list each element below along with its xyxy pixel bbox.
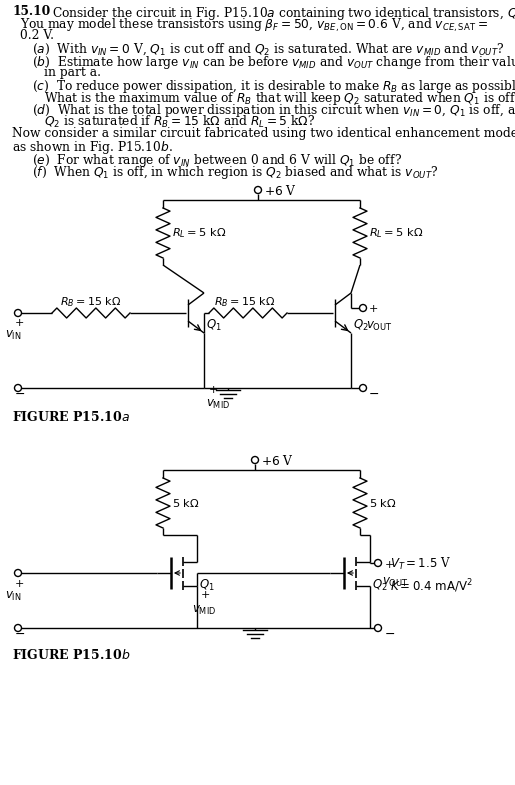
Text: What is the maximum value of $R_B$ that will keep $Q_2$ saturated when $Q_1$ is : What is the maximum value of $R_B$ that … (44, 90, 515, 107)
Circle shape (14, 309, 22, 316)
Text: $+6$ V: $+6$ V (261, 454, 294, 468)
Circle shape (14, 569, 22, 576)
Circle shape (359, 305, 367, 312)
Text: FIGURE P15.10$b$: FIGURE P15.10$b$ (12, 648, 130, 662)
Circle shape (14, 625, 22, 631)
Circle shape (251, 457, 259, 463)
Text: $V_T = 1.5$ V: $V_T = 1.5$ V (390, 556, 451, 572)
Text: ($e$)  For what range of $v_{IN}$ between 0 and 6 V will $Q_1$ be off?: ($e$) For what range of $v_{IN}$ between… (32, 152, 402, 169)
Text: $-$: $-$ (384, 627, 395, 640)
Text: $Q_2$: $Q_2$ (372, 578, 388, 593)
Text: ($c$)  To reduce power dissipation, it is desirable to make $R_B$ as large as po: ($c$) To reduce power dissipation, it is… (32, 78, 515, 95)
Text: $+$: $+$ (384, 558, 394, 569)
Circle shape (374, 625, 382, 631)
Text: You may model these transistors using $\beta_F = 50$, $v_{BE,\mathrm{ON}} = 0.6$: You may model these transistors using $\… (20, 17, 488, 35)
Text: $v_{\mathrm{MID}}$: $v_{\mathrm{MID}}$ (206, 398, 230, 411)
Text: $R_L = 5\ \mathrm{k}\Omega$: $R_L = 5\ \mathrm{k}\Omega$ (369, 226, 423, 240)
Text: in part a.: in part a. (44, 66, 101, 79)
Text: $R_L = 5\ \mathrm{k}\Omega$: $R_L = 5\ \mathrm{k}\Omega$ (172, 226, 226, 240)
Text: $5\ \mathrm{k}\Omega$: $5\ \mathrm{k}\Omega$ (369, 497, 397, 509)
Text: FIGURE P15.10$a$: FIGURE P15.10$a$ (12, 410, 130, 424)
Circle shape (254, 187, 262, 193)
Text: $R_B = 15\ \mathrm{k}\Omega$: $R_B = 15\ \mathrm{k}\Omega$ (214, 295, 275, 309)
Text: Consider the circuit in Fig. P15.10$a$ containing two identical transistors, $Q_: Consider the circuit in Fig. P15.10$a$ c… (52, 5, 515, 22)
Text: $+6$ V: $+6$ V (264, 184, 297, 198)
Text: $R_B = 15\ \mathrm{k}\Omega$: $R_B = 15\ \mathrm{k}\Omega$ (60, 295, 121, 309)
Text: $+$: $+$ (14, 578, 24, 589)
Text: ($b$)  Estimate how large $v_{IN}$ can be before $v_{MID}$ and $v_{OUT}$ change : ($b$) Estimate how large $v_{IN}$ can be… (32, 54, 515, 71)
Text: 15.10: 15.10 (12, 5, 50, 18)
Text: 0.2 V.: 0.2 V. (20, 29, 54, 42)
Text: $-$: $-$ (14, 627, 25, 640)
Text: $v_{\mathrm{OUT}}$: $v_{\mathrm{OUT}}$ (366, 320, 392, 333)
Text: $+$: $+$ (14, 317, 24, 328)
Text: $5\ \mathrm{k}\Omega$: $5\ \mathrm{k}\Omega$ (172, 497, 200, 509)
Text: Now consider a similar circuit fabricated using two identical enhancement mode M: Now consider a similar circuit fabricate… (12, 127, 515, 140)
Text: $Q_1$: $Q_1$ (199, 578, 215, 593)
Text: $v_{\mathrm{IN}}$: $v_{\mathrm{IN}}$ (5, 329, 22, 342)
Text: $v_{\mathrm{MID}}$: $v_{\mathrm{MID}}$ (192, 604, 216, 616)
Text: $Q_2$ is saturated if $R_B = 15$ k$\Omega$ and $R_L = 5$ k$\Omega$?: $Q_2$ is saturated if $R_B = 15$ k$\Omeg… (44, 114, 315, 130)
Text: $+$: $+$ (200, 590, 210, 601)
Circle shape (359, 385, 367, 392)
Text: $Q_1$: $Q_1$ (206, 318, 222, 333)
Text: ($f$)  When $Q_1$ is off, in which region is $Q_2$ biased and what is $v_{OUT}$?: ($f$) When $Q_1$ is off, in which region… (32, 164, 439, 181)
Text: ($d$)  What is the total power dissipation in this circuit when $v_{IN} = 0$, $Q: ($d$) What is the total power dissipatio… (32, 102, 515, 119)
Text: $-$: $-$ (14, 387, 25, 400)
Text: ($a$)  With $v_{IN} = 0$ V, $Q_1$ is cut off and $Q_2$ is saturated. What are $v: ($a$) With $v_{IN} = 0$ V, $Q_1$ is cut … (32, 42, 505, 57)
Text: as shown in Fig. P15.10$b$.: as shown in Fig. P15.10$b$. (12, 139, 173, 156)
Text: $v_{\mathrm{IN}}$: $v_{\mathrm{IN}}$ (5, 590, 22, 603)
Text: $+$: $+$ (368, 304, 378, 315)
Text: $K = 0.4\ \mathrm{mA/V^2}$: $K = 0.4\ \mathrm{mA/V^2}$ (390, 577, 473, 594)
Text: $Q_2$: $Q_2$ (353, 318, 369, 333)
Circle shape (14, 385, 22, 392)
Text: $v_{\mathrm{OUT}}$: $v_{\mathrm{OUT}}$ (382, 576, 408, 589)
Circle shape (374, 560, 382, 567)
Text: $+$: $+$ (208, 384, 218, 395)
Text: $-$: $-$ (368, 387, 379, 400)
